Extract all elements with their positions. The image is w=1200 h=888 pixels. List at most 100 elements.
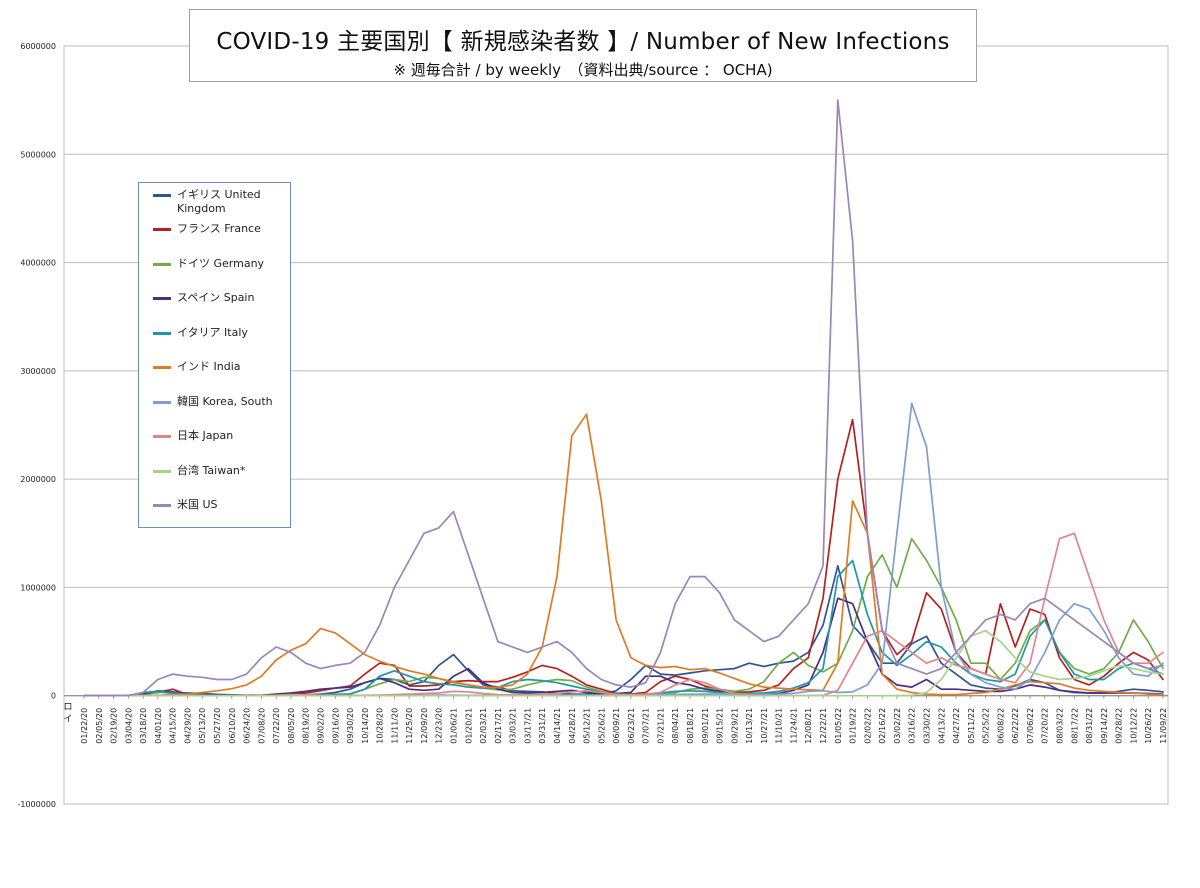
legend-label: イタリア Italy (177, 326, 248, 339)
x-tick-label: 04/28/21 (568, 708, 577, 744)
x-tick-label: 03/03/21 (509, 708, 518, 744)
legend-swatch (153, 504, 171, 507)
x-tick-label: 11/24/21 (789, 708, 798, 744)
series-line-6 (83, 413, 1164, 697)
x-tick-label: 01/06/21 (450, 708, 459, 744)
x-tick-label: 09/28/22 (1115, 708, 1124, 744)
x-tick-label: 05/12/21 (583, 708, 592, 744)
x-tick-label: 06/09/21 (612, 708, 621, 744)
x-tick-label: 02/17/21 (494, 708, 503, 744)
x-tick-label: 02/05/20 (95, 708, 104, 744)
x-tick-label: 03/30/22 (923, 708, 932, 744)
x-tick-label: 03/02/22 (893, 708, 902, 744)
x-tick-label: 08/19/20 (302, 708, 311, 744)
x-tick-label: 04/13/22 (937, 708, 946, 744)
x-tick-label: 10/26/22 (1144, 708, 1153, 744)
x-tick-label: 09/29/21 (730, 708, 739, 744)
legend-swatch (153, 470, 171, 473)
x-tick-label: 08/03/22 (1056, 708, 1065, 744)
legend-label: フランス France (177, 222, 261, 235)
legend-swatch (153, 263, 171, 266)
y-tick-label: 6000000 (20, 42, 56, 51)
x-tick-label: 05/27/20 (213, 708, 222, 744)
x-tick-label: イ (63, 715, 72, 725)
series-line-5 (83, 559, 1164, 697)
chart-title-box: COVID-19 主要国別【 新規感染者数 】/ Number of New I… (189, 9, 977, 82)
y-tick-label: 1000000 (20, 583, 56, 592)
x-tick-label: 01/20/21 (464, 708, 473, 744)
legend-label: 日本 Japan (177, 429, 234, 442)
x-tick-label: 06/22/22 (1011, 708, 1020, 744)
x-tick-label: 10/28/20 (376, 708, 385, 744)
x-tick-label: 03/17/21 (523, 708, 532, 744)
y-tick-label: 4000000 (20, 259, 56, 268)
legend-swatch (153, 194, 171, 197)
x-tick-label: 07/20/22 (1041, 708, 1050, 744)
series-line-1 (83, 564, 1164, 697)
x-tick-label: 08/05/20 (287, 708, 296, 744)
x-tick-label: 12/23/20 (435, 708, 444, 744)
x-tick-label: 01/05/22 (834, 708, 843, 744)
y-tick-label: -1000000 (17, 800, 56, 809)
legend-label: 韓国 Korea, South (177, 395, 273, 408)
chart-subtitle: ※ 週毎合計 / by weekly （資料出典/source ： OCHA) (393, 61, 773, 79)
x-tick-label: 09/14/22 (1100, 708, 1109, 744)
x-tick-label: 03/16/22 (908, 708, 917, 744)
x-tick-label: 04/15/20 (169, 708, 178, 744)
legend-swatch (153, 332, 171, 335)
x-tick-label: 05/25/22 (982, 708, 991, 744)
x-tick-label: 12/09/20 (420, 708, 429, 744)
x-tick-label: 02/03/21 (479, 708, 488, 744)
x-tick-label: 06/24/20 (243, 708, 252, 744)
x-tick-label: 07/06/22 (1026, 708, 1035, 744)
x-tick-label: 12/08/21 (804, 708, 813, 744)
x-tick-label: 06/10/20 (228, 708, 237, 744)
x-tick-label: 03/18/20 (139, 708, 148, 744)
y-tick-label: 5000000 (20, 150, 56, 159)
x-tick-label: 02/19/20 (110, 708, 119, 744)
x-tick-label: 08/18/21 (686, 708, 695, 744)
x-tick-label: 09/15/21 (716, 708, 725, 744)
legend-label: スペイン Spain (177, 291, 255, 304)
x-tick-label: 09/02/20 (316, 708, 325, 744)
series-line-10 (83, 99, 1164, 697)
x-tick-label: 08/04/21 (671, 708, 680, 744)
series-line-9 (83, 629, 1164, 697)
x-tick-label: 02/02/22 (863, 708, 872, 744)
x-tick-label: 08/31/22 (1085, 708, 1094, 744)
x-tick-label: 11/11/20 (390, 708, 399, 744)
chart-legend: イギリス United Kingdom フランス France ドイツ German… (138, 182, 291, 528)
x-tick-label: 02/16/22 (878, 708, 887, 744)
y-tick-label: 3000000 (20, 367, 56, 376)
x-tick-label: 04/01/20 (154, 708, 163, 744)
x-tick-label: 05/11/22 (967, 708, 976, 744)
x-tick-label: 11/25/20 (405, 708, 414, 744)
legend-label: 台湾 Taiwan* (177, 464, 246, 477)
legend-swatch (153, 401, 171, 404)
x-tick-label: 11/09/22 (1159, 708, 1168, 744)
x-tick-label: 08/17/22 (1070, 708, 1079, 744)
legend-swatch (153, 228, 171, 231)
x-tick-label: 01/22/20 (80, 708, 89, 744)
legend-label: 米国 US (177, 498, 218, 511)
legend-swatch (153, 435, 171, 438)
x-tick-label: 09/30/20 (346, 708, 355, 744)
x-tick-label: 06/08/22 (996, 708, 1005, 744)
x-tick-label: 11/10/21 (775, 708, 784, 744)
x-tick-label: 06/23/21 (627, 708, 636, 744)
legend-label: ドイツ Germany (177, 257, 265, 270)
x-tick-label: 04/29/20 (183, 708, 192, 744)
x-tick-label: 04/14/21 (553, 708, 562, 744)
x-tick-label: 04/27/22 (952, 708, 961, 744)
x-tick-label: 09/01/21 (701, 708, 710, 744)
legend-label: イギリス United Kingdom (177, 188, 261, 215)
x-tick-label: 05/26/21 (597, 708, 606, 744)
x-tick-label: 10/13/21 (745, 708, 754, 744)
legend-swatch (153, 366, 171, 369)
y-tick-label: 2000000 (20, 475, 56, 484)
x-tick-label: 01/19/22 (849, 708, 858, 744)
x-tick-label: 03/04/20 (124, 708, 133, 744)
chart-title: COVID-19 主要国別【 新規感染者数 】/ Number of New I… (216, 29, 950, 55)
